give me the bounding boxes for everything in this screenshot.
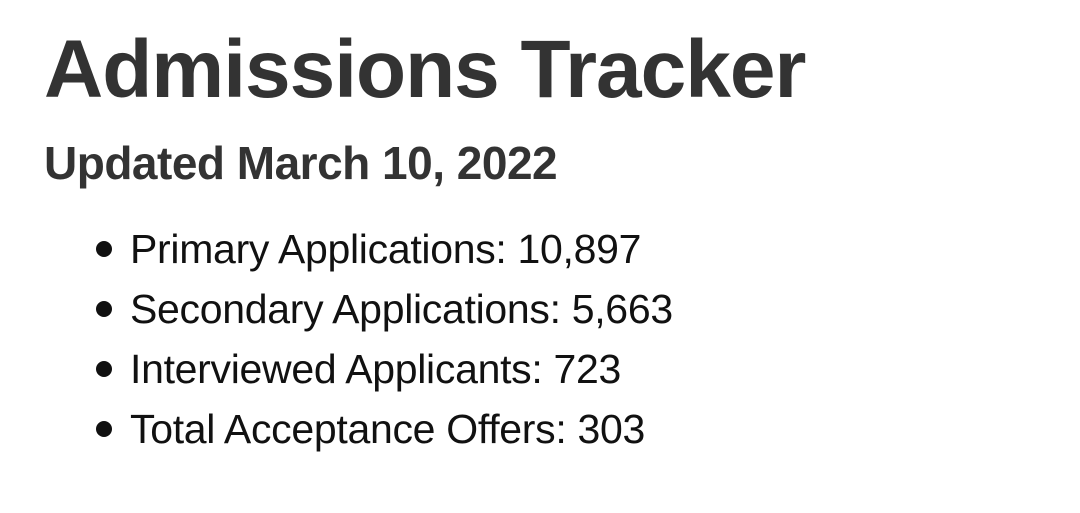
list-item-primary-applications: Primary Applications: 10,897 [44,219,1040,279]
bullet-icon [96,361,112,378]
list-item-total-acceptance-offers: Total Acceptance Offers: 303 [44,399,1040,459]
stat-value: 5,663 [571,286,673,333]
stat-value: 10,897 [517,226,642,273]
stat-label: Secondary Applications: [130,286,561,333]
bullet-icon [96,301,112,318]
stat-value: 303 [577,406,645,453]
page-subtitle: Updated March 10, 2022 [44,136,558,189]
list-item-secondary-applications: Secondary Applications: 5,663 [44,279,1040,339]
admissions-tracker-page: Admissions Tracker Updated March 10, 202… [44,24,1040,459]
bullet-icon [96,421,112,438]
stat-label: Interviewed Applicants: [130,346,543,393]
stat-label: Total Acceptance Offers: [130,406,567,453]
stat-value: 723 [553,346,621,393]
list-item-interviewed-applicants: Interviewed Applicants: 723 [44,339,1040,399]
bullet-icon [96,241,112,258]
page-title: Admissions Tracker [44,24,806,115]
stats-list: Primary Applications: 10,897 Secondary Ap… [44,219,1040,459]
stat-label: Primary Applications: [130,226,507,273]
